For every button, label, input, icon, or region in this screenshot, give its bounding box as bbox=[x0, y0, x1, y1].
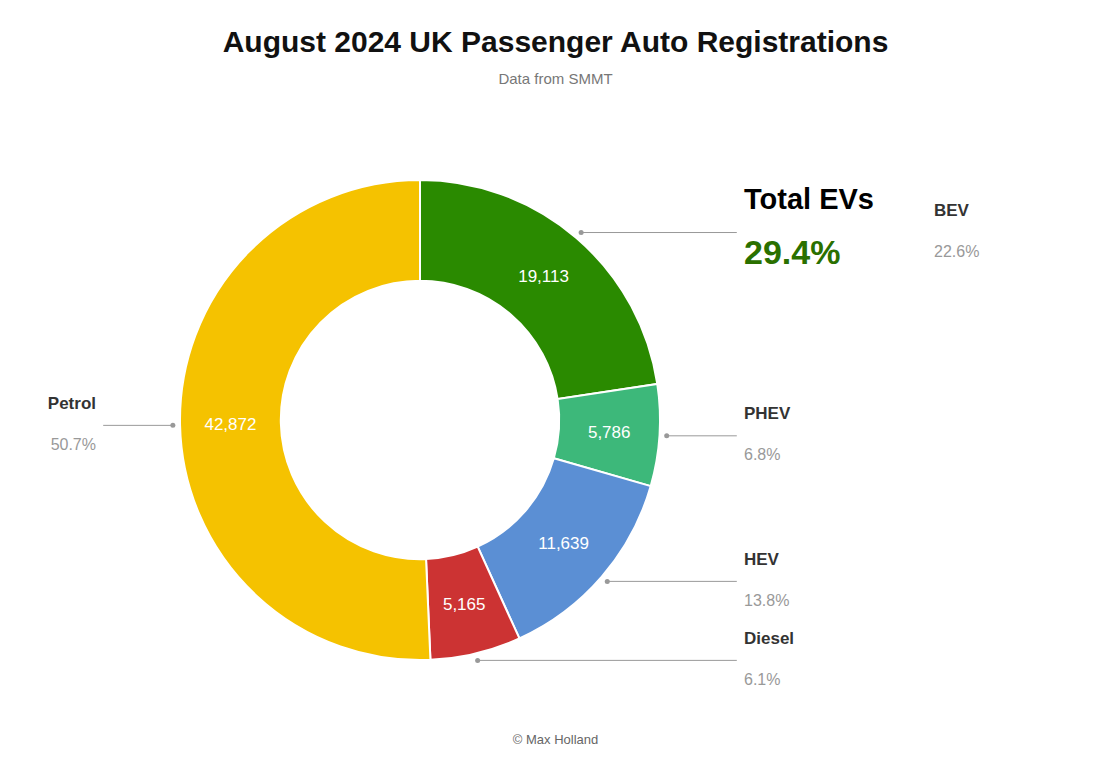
leader-line bbox=[607, 581, 737, 582]
share-label: 13.8% bbox=[744, 592, 789, 609]
slice bbox=[180, 180, 430, 660]
share-label: 6.1% bbox=[744, 671, 780, 688]
value-label: 19,113 bbox=[518, 267, 569, 286]
leader-dot bbox=[170, 423, 175, 428]
category-label: Petrol bbox=[48, 394, 96, 413]
slice bbox=[420, 180, 657, 399]
value-label: 42,872 bbox=[204, 415, 256, 434]
subtitle: Data from SMMT bbox=[498, 70, 612, 87]
leader-line bbox=[103, 425, 173, 426]
leader-line bbox=[478, 660, 737, 661]
share-label: 6.8% bbox=[744, 446, 780, 463]
share-label: 22.6% bbox=[934, 243, 979, 260]
annotation-label: Total EVs bbox=[744, 183, 874, 215]
title: August 2024 UK Passenger Auto Registrati… bbox=[223, 25, 889, 58]
leader-dot bbox=[605, 579, 610, 584]
leader-dot bbox=[475, 658, 480, 663]
share-label: 50.7% bbox=[51, 436, 96, 453]
value-label: 11,639 bbox=[538, 534, 589, 553]
caption: © Max Holland bbox=[513, 732, 598, 747]
category-label: BEV bbox=[934, 201, 970, 220]
category-label: Diesel bbox=[744, 629, 794, 648]
category-label: PHEV bbox=[744, 404, 791, 423]
leader-dot bbox=[664, 433, 669, 438]
value-label: 5,165 bbox=[443, 595, 486, 614]
value-label: 5,786 bbox=[588, 423, 631, 442]
leader-dot bbox=[579, 230, 584, 235]
category-label: HEV bbox=[744, 550, 780, 569]
leader-line bbox=[667, 435, 737, 436]
annotation-value: 29.4% bbox=[744, 233, 840, 271]
slice bbox=[426, 547, 519, 660]
leader-line bbox=[581, 232, 737, 233]
